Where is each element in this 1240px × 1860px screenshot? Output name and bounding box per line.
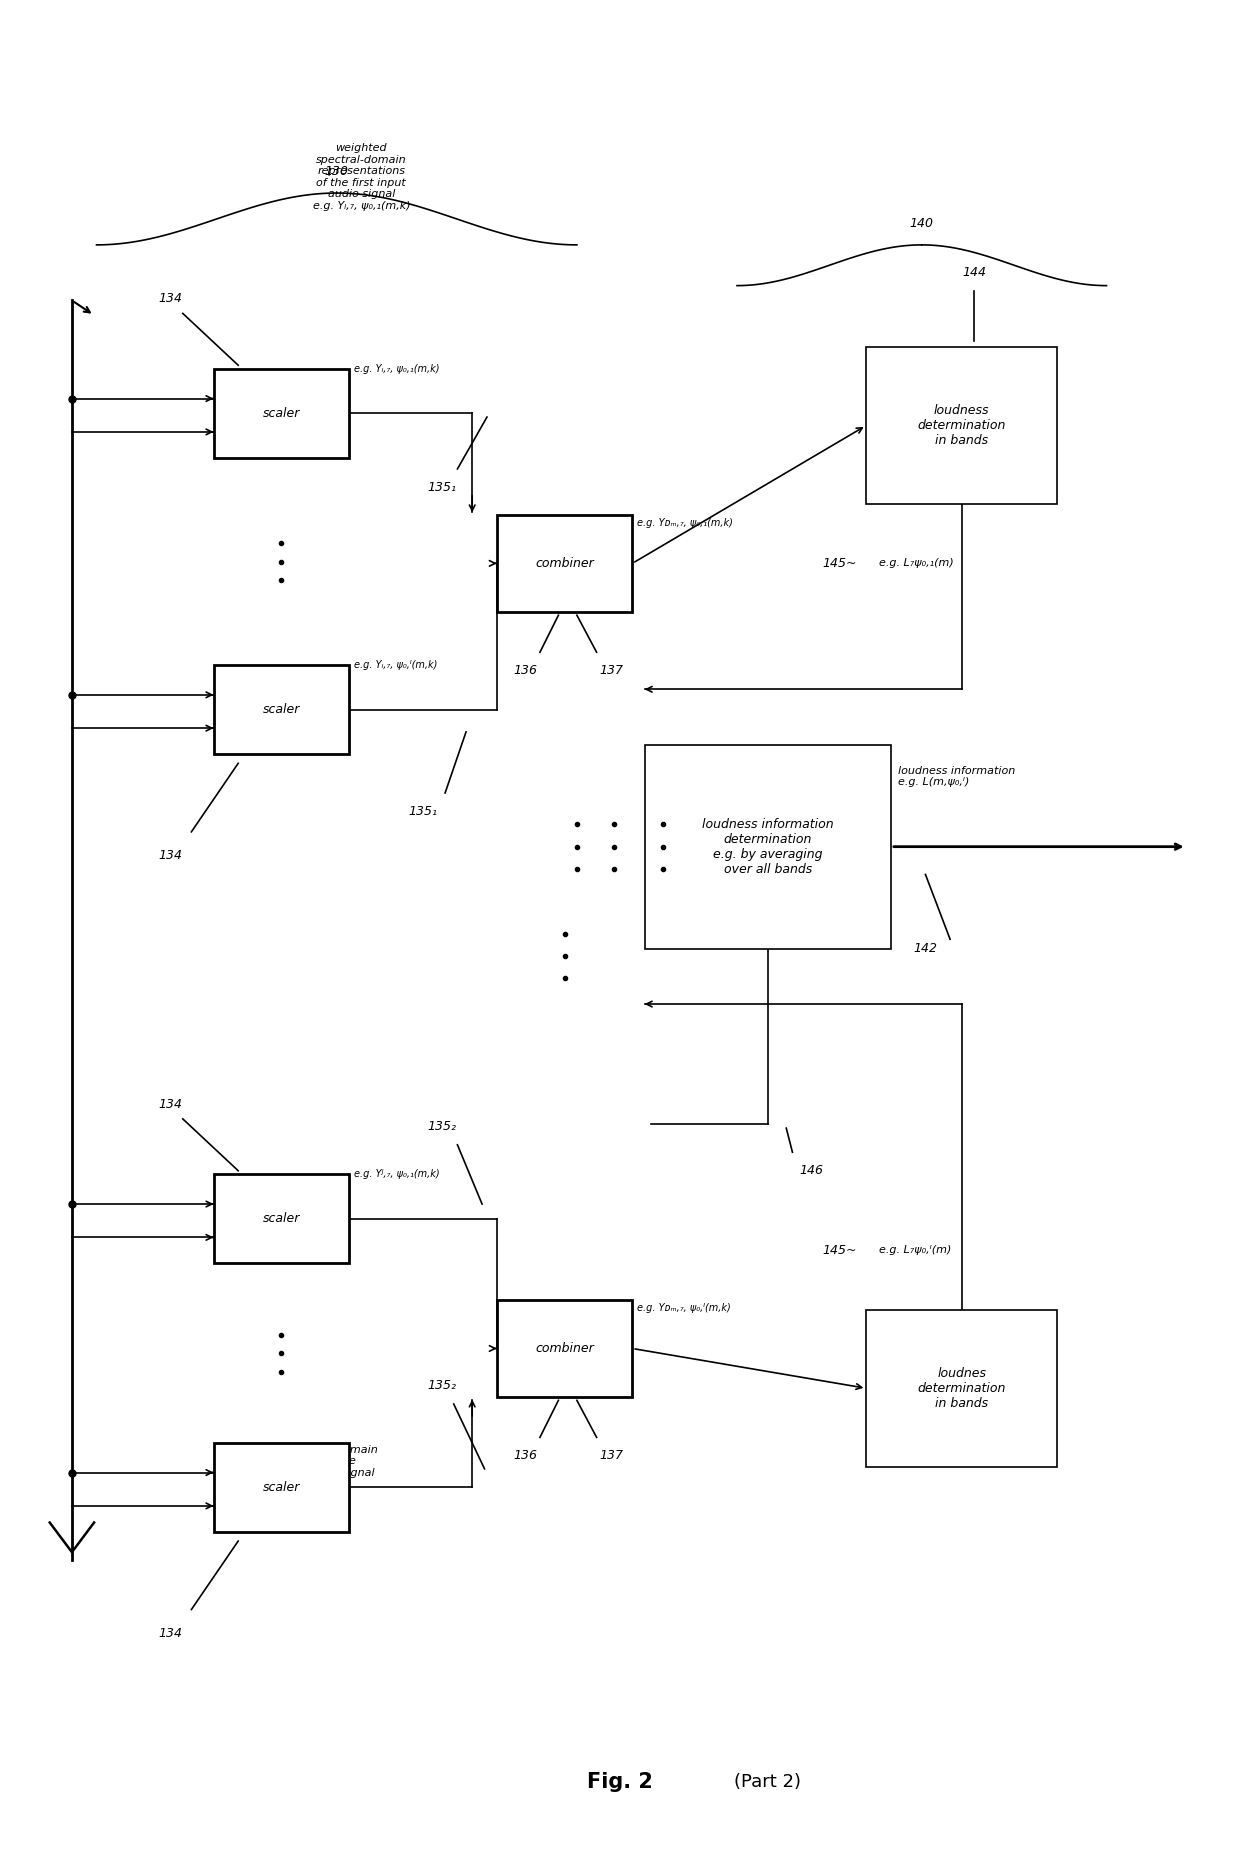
Text: scaler: scaler [263,1481,300,1494]
Text: loudnes
determination
in bands: loudnes determination in bands [918,1367,1006,1410]
FancyBboxPatch shape [497,1300,632,1397]
Text: 146: 146 [799,1164,823,1177]
Text: 134: 134 [159,850,182,863]
Text: 135₁: 135₁ [408,805,438,818]
Text: 136: 136 [513,1449,537,1462]
Text: 135₁: 135₁ [427,482,456,495]
Text: 137: 137 [599,664,624,677]
FancyBboxPatch shape [497,515,632,612]
Text: 137: 137 [599,1449,624,1462]
Text: weighted spectral-domain
representations of the
second input audio signal
e.g. Y: weighted spectral-domain representations… [232,1445,378,1490]
Text: 140: 140 [910,218,934,231]
Text: 144: 144 [962,266,986,279]
Text: e.g. L₇ψ₀,ᴵ(m): e.g. L₇ψ₀,ᴵ(m) [879,1246,951,1256]
Text: scaler: scaler [263,407,300,420]
Text: e.g. Yᴶ,₇, ψ₀,₁(m,k): e.g. Yᴶ,₇, ψ₀,₁(m,k) [353,1170,440,1179]
FancyBboxPatch shape [867,1309,1058,1468]
Text: 130: 130 [325,166,348,179]
FancyBboxPatch shape [213,368,348,458]
FancyBboxPatch shape [213,1443,348,1533]
FancyBboxPatch shape [213,666,348,753]
Text: 135₂: 135₂ [427,1378,456,1391]
Text: 134: 134 [159,1628,182,1641]
Text: e.g. L₇ψ₀,₁(m): e.g. L₇ψ₀,₁(m) [879,558,954,569]
Text: 145~: 145~ [822,1244,857,1257]
Text: scaler: scaler [263,703,300,716]
Text: loudness information
e.g. L(m,ψ₀,ᴵ): loudness information e.g. L(m,ψ₀,ᴵ) [898,766,1016,787]
Text: combiner: combiner [536,1341,594,1354]
FancyBboxPatch shape [213,1174,348,1263]
Text: 142: 142 [913,941,937,954]
Text: combiner: combiner [536,556,594,569]
Text: loudness
determination
in bands: loudness determination in bands [918,404,1006,446]
Text: e.g. Yₗ,₇, ψ₀,ᴵ(m,k): e.g. Yₗ,₇, ψ₀,ᴵ(m,k) [353,660,438,670]
Text: e.g. Yᴅₘ,₇, ψ₀,ᴵ(m,k): e.g. Yᴅₘ,₇, ψ₀,ᴵ(m,k) [637,1302,732,1313]
FancyBboxPatch shape [867,346,1058,504]
Text: 145~: 145~ [822,556,857,569]
Text: scaler: scaler [263,1213,300,1226]
Text: 134: 134 [159,292,182,305]
Text: 135₂: 135₂ [427,1120,456,1133]
Text: (Part 2): (Part 2) [734,1773,801,1791]
Text: Fig. 2: Fig. 2 [587,1773,653,1791]
Text: e.g. Yₗ,₇, ψ₀,₁(m,k): e.g. Yₗ,₇, ψ₀,₁(m,k) [353,365,439,374]
Text: 134: 134 [159,1097,182,1110]
Text: e.g. Yᴅₘ,₇, ψ₀,₁(m,k): e.g. Yᴅₘ,₇, ψ₀,₁(m,k) [637,517,733,528]
Text: weighted
spectral-domain
representations
of the first input
audio signal
e.g. Yₗ: weighted spectral-domain representations… [312,143,410,210]
Text: 136: 136 [513,664,537,677]
FancyBboxPatch shape [645,744,892,949]
Text: loudness information
determination
e.g. by averaging
over all bands: loudness information determination e.g. … [702,818,833,876]
